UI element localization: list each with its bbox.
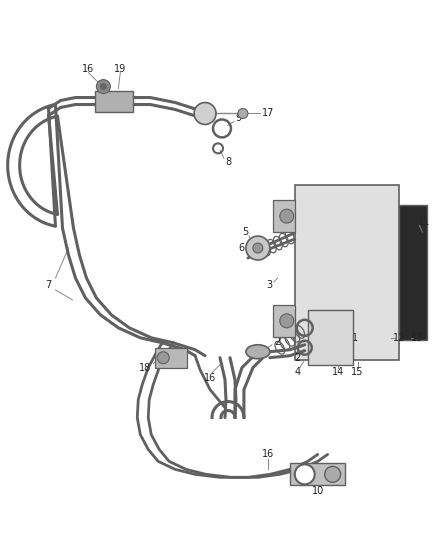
Text: 16: 16 xyxy=(272,210,284,220)
Text: 1: 1 xyxy=(352,333,358,343)
Text: 16: 16 xyxy=(204,373,216,383)
Text: 4: 4 xyxy=(295,367,301,377)
Bar xyxy=(295,185,399,360)
Text: 16: 16 xyxy=(82,63,95,74)
Circle shape xyxy=(325,466,341,482)
Text: 6: 6 xyxy=(239,243,245,253)
Text: 18: 18 xyxy=(139,362,152,373)
Bar xyxy=(95,91,133,112)
Text: 4: 4 xyxy=(282,215,288,225)
Text: 8: 8 xyxy=(225,157,231,167)
Circle shape xyxy=(246,236,270,260)
Text: 11: 11 xyxy=(418,217,431,227)
Circle shape xyxy=(96,79,110,94)
Circle shape xyxy=(157,352,169,364)
Text: 10: 10 xyxy=(311,486,324,496)
Text: 2: 2 xyxy=(275,337,281,347)
Circle shape xyxy=(194,102,216,124)
Text: 5: 5 xyxy=(242,227,248,237)
Circle shape xyxy=(253,243,263,253)
Bar xyxy=(308,310,353,365)
Ellipse shape xyxy=(246,345,270,359)
Text: 15: 15 xyxy=(351,367,364,377)
Bar xyxy=(155,348,187,368)
Bar xyxy=(273,305,295,337)
Bar xyxy=(273,200,295,232)
Circle shape xyxy=(280,314,294,328)
Text: 16: 16 xyxy=(262,449,274,459)
Text: 7: 7 xyxy=(46,280,52,290)
Text: 12: 12 xyxy=(393,333,406,343)
Text: 14: 14 xyxy=(332,367,344,377)
Text: 9: 9 xyxy=(235,114,241,124)
Text: 2: 2 xyxy=(295,353,301,363)
Text: 3: 3 xyxy=(267,280,273,290)
Bar xyxy=(290,463,345,486)
Circle shape xyxy=(100,84,106,90)
Bar xyxy=(399,205,427,340)
Text: 13: 13 xyxy=(411,333,424,343)
Circle shape xyxy=(238,109,248,118)
Circle shape xyxy=(295,464,314,484)
Text: 17: 17 xyxy=(261,109,274,118)
Text: 19: 19 xyxy=(114,63,127,74)
Circle shape xyxy=(280,209,294,223)
